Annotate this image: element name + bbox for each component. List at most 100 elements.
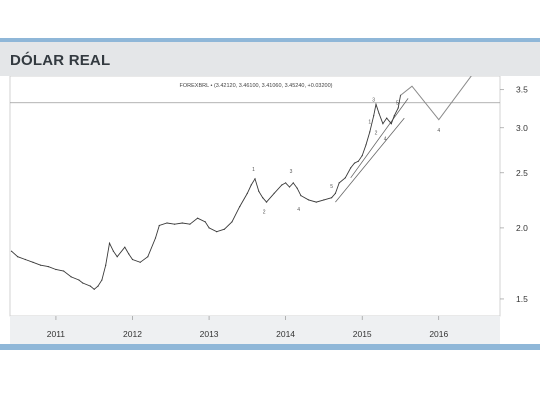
series-point [375, 103, 377, 105]
series-point [353, 162, 356, 164]
series-point [174, 223, 176, 225]
trend-line-lower [335, 117, 405, 203]
series-point [373, 115, 375, 117]
wave-label: 2 [263, 210, 266, 216]
series-point [10, 250, 13, 252]
series-point [239, 206, 241, 208]
series-point [116, 256, 118, 258]
series-point [344, 177, 346, 179]
y-tick-label: 3.5 [516, 85, 528, 95]
series-point [365, 144, 367, 146]
wave-label: 3 [290, 169, 293, 175]
series-point [300, 195, 302, 197]
series-point [105, 264, 107, 266]
series-point [350, 167, 352, 169]
series-point [101, 279, 103, 281]
y-tick-label: 2.0 [516, 223, 528, 233]
series-point [386, 117, 388, 119]
series-point [112, 250, 114, 252]
wave-label: 4 [384, 137, 387, 143]
chart-title: DÓLAR REAL [10, 52, 111, 69]
series-point [78, 279, 80, 281]
x-tick-label: 2011 [47, 329, 66, 339]
series-point [390, 123, 392, 125]
legend-text: FOREXBRL • (3.42120, 3.46100, 3.41060, 3… [180, 83, 333, 89]
bottom-accent-band [0, 344, 540, 350]
top-accent-band [0, 38, 540, 42]
series-point [223, 228, 225, 230]
series-point [357, 160, 359, 162]
wave-label: 5 [396, 100, 399, 106]
series-point [273, 192, 275, 194]
series-point [131, 258, 134, 261]
series-point [147, 256, 149, 258]
series-point [216, 231, 218, 233]
series-point [204, 221, 206, 223]
x-tick-label: 2014 [276, 329, 295, 339]
series-line-0 [11, 95, 401, 290]
series-point [250, 184, 252, 186]
series-point [292, 182, 294, 184]
wave-label: 2 [375, 131, 378, 137]
series-point [63, 270, 65, 272]
wave-label: 3 [408, 76, 411, 78]
wave-label: 1 [368, 120, 371, 126]
series-point [32, 261, 34, 263]
series-point [397, 107, 399, 109]
x-tick-label: 2012 [123, 329, 142, 339]
wave-label: 3 [372, 97, 375, 103]
chart: FOREXBRL • (3.42120, 3.46100, 3.41060, 3… [9, 76, 528, 344]
series-point [89, 285, 91, 287]
series-point [208, 227, 210, 229]
series-point [296, 187, 298, 189]
trend-line-upper [350, 98, 409, 179]
series-point [40, 264, 42, 266]
series-point [47, 266, 49, 268]
series-point [197, 217, 199, 219]
x-tick-label: 2015 [353, 329, 372, 339]
series-point [285, 182, 287, 184]
series-point [124, 246, 126, 248]
series-point [55, 268, 57, 271]
series-point [281, 184, 283, 186]
series-point [93, 288, 95, 290]
series-point [166, 222, 168, 224]
series-point [231, 221, 233, 223]
series-point [154, 237, 157, 239]
x-axis-band [10, 316, 500, 344]
series-point [258, 190, 260, 192]
series-point [70, 276, 72, 278]
series-point [82, 282, 84, 284]
series-point [378, 112, 380, 114]
y-tick-label: 2.5 [516, 168, 528, 178]
series-point [246, 192, 248, 194]
x-tick-label: 2013 [200, 329, 219, 339]
series-point [308, 199, 310, 201]
series-point [24, 258, 26, 261]
series-point [265, 201, 268, 203]
series-point [181, 222, 183, 224]
series-point [139, 261, 141, 263]
series-point [189, 223, 191, 225]
series-point [158, 224, 160, 227]
series-point [254, 178, 256, 180]
wave-label: 4 [437, 128, 440, 134]
series-point [108, 242, 111, 244]
plot-frame [9, 76, 501, 317]
projection-line [400, 76, 472, 121]
series-point [382, 123, 384, 125]
series-point [323, 199, 325, 201]
series-point [128, 253, 130, 255]
wave-label: 5 [330, 184, 333, 190]
wave-label: 4 [297, 207, 300, 213]
wave-label: 1 [252, 167, 255, 173]
y-tick-label: 3.0 [516, 123, 528, 133]
series-point [17, 256, 19, 258]
series-point [334, 192, 336, 194]
y-tick-label: 1.5 [516, 294, 528, 304]
series-point [331, 197, 333, 199]
x-tick-label: 2016 [429, 329, 448, 339]
series-point [361, 155, 363, 157]
series-point [338, 182, 340, 184]
series-point [393, 115, 395, 117]
